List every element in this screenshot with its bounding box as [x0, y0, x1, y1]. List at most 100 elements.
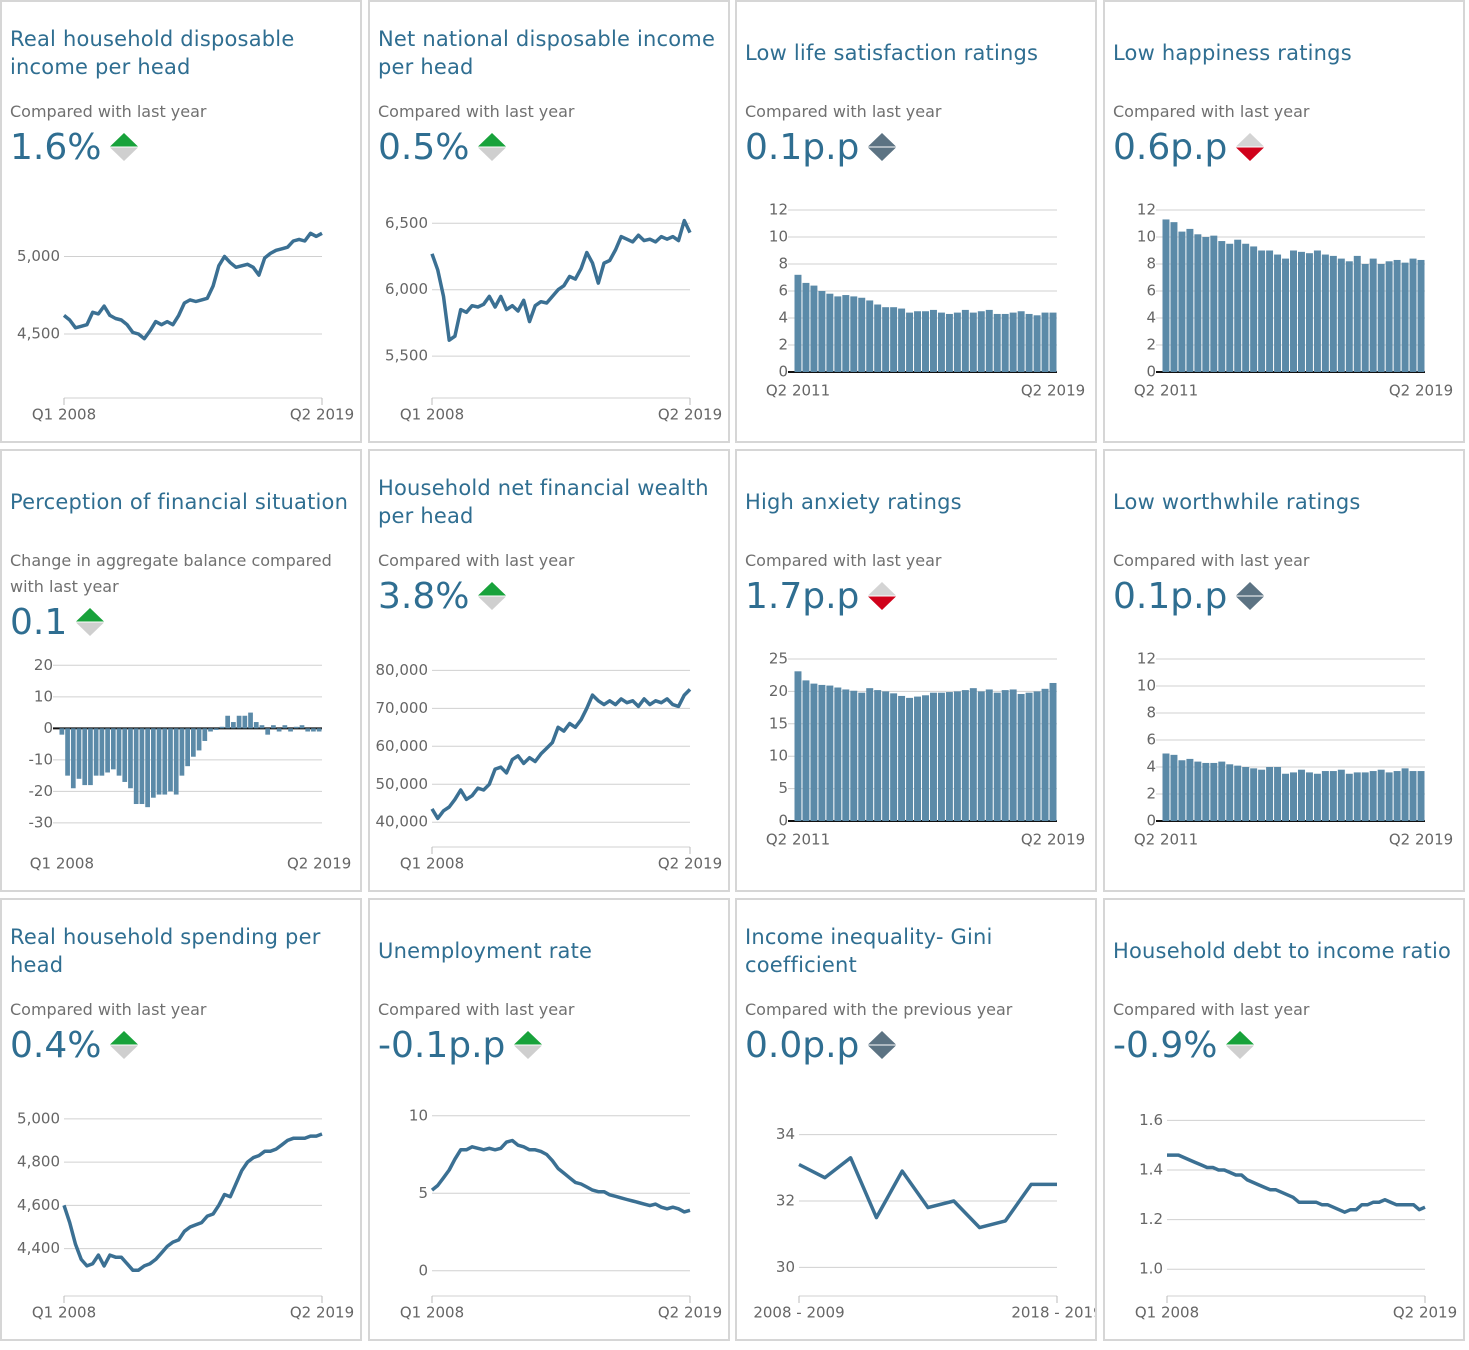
indicator-up	[1236, 133, 1265, 147]
bar	[145, 728, 150, 808]
card-header: Change in aggregate balance compared wit…	[10, 548, 354, 644]
bar	[1210, 235, 1218, 372]
card-title: Low worthwhile ratings	[1113, 490, 1361, 514]
x-tick-label: Q1 2008	[30, 855, 94, 873]
bar	[231, 722, 236, 729]
bar	[794, 671, 802, 821]
indicator-up	[478, 133, 507, 147]
bar	[1178, 760, 1186, 821]
bar	[961, 690, 969, 821]
bar	[1290, 250, 1297, 372]
bar	[248, 712, 253, 729]
y-tick-label: 6	[1146, 731, 1156, 749]
headline: 0.1	[10, 600, 354, 644]
indicator-up	[110, 133, 139, 147]
y-tick-label: 6,000	[385, 280, 428, 298]
bar	[1218, 761, 1226, 821]
bar	[1170, 754, 1178, 821]
y-tick-label: 1.4	[1139, 1161, 1163, 1179]
x-tick-label: Q1 2008	[32, 1304, 96, 1322]
x-tick-label: Q2 2019	[1389, 831, 1453, 849]
bar	[794, 274, 802, 372]
change-indicator	[110, 133, 139, 161]
change-indicator	[1236, 582, 1265, 610]
bar	[1393, 259, 1401, 372]
chart: 4,400 4,600 4,800 5,000 Q1 2008 Q2 2019	[17, 1109, 354, 1322]
bar	[1025, 692, 1033, 821]
bar	[985, 689, 993, 821]
headline-value: -0.1p.p	[378, 1024, 506, 1066]
y-tick-label: 0	[1146, 812, 1156, 830]
y-tick-label: 2	[1146, 336, 1156, 354]
y-tick-label: 10	[769, 747, 788, 765]
bar	[1041, 312, 1049, 372]
bar	[1409, 258, 1417, 372]
bar	[1234, 765, 1242, 821]
headline-value: 0.5%	[378, 126, 470, 168]
y-tick-label: -30	[29, 813, 54, 831]
bar	[914, 311, 922, 372]
bar	[265, 728, 271, 735]
bar	[128, 728, 133, 789]
y-tick-label: 4,800	[17, 1153, 60, 1171]
change-indicator	[478, 582, 507, 610]
bar	[810, 683, 818, 821]
y-tick-label: 0	[43, 719, 53, 737]
bar	[311, 728, 316, 732]
bar	[977, 311, 985, 372]
y-tick-label: 32	[776, 1192, 795, 1210]
bar	[1369, 771, 1377, 821]
bar	[882, 307, 890, 372]
indicator-down	[478, 596, 507, 610]
bar	[826, 685, 834, 821]
bar	[906, 697, 914, 821]
card-header: Compared with last year 0.1p.p	[1113, 548, 1457, 618]
chart: 0 2 4 6 8 10 12 Q2 2011 Q2 2019	[766, 201, 1085, 400]
bar	[1242, 243, 1250, 372]
bar	[1001, 690, 1009, 821]
headline-value: 3.8%	[378, 575, 470, 617]
y-tick-label: -10	[29, 750, 54, 768]
y-tick-label: 10	[1137, 228, 1156, 246]
headline: 0.1p.p	[745, 125, 1089, 169]
bar	[826, 293, 834, 372]
bar	[1361, 772, 1369, 821]
subtitle: Compared with last year	[1113, 102, 1310, 121]
line	[798, 1156, 1057, 1230]
indicator-up	[868, 133, 897, 147]
y-tick-label: 15	[769, 714, 788, 732]
card: Income inequality- Gini coefficient Compa…	[735, 898, 1097, 1341]
card-header: Compared with last year 0.4%	[10, 997, 354, 1067]
bar	[1017, 311, 1025, 372]
bar	[219, 726, 225, 729]
headline: 0.5%	[378, 125, 722, 169]
y-tick-label: 12	[1137, 650, 1156, 668]
bar	[1401, 768, 1409, 821]
bar	[1377, 769, 1385, 821]
card-title: Income inequality- Gini coefficient	[745, 925, 993, 977]
bar	[922, 695, 929, 821]
bar	[299, 725, 305, 729]
card-title: High anxiety ratings	[745, 490, 962, 514]
card: Real household spending per head Compared…	[0, 898, 362, 1341]
card-header: Compared with last year 1.7p.p	[745, 548, 1089, 618]
bar	[1313, 250, 1321, 372]
x-tick-label: Q2 2019	[1021, 382, 1085, 400]
bar	[890, 307, 898, 372]
bar	[1009, 312, 1017, 372]
bar	[850, 690, 858, 821]
line	[1167, 1153, 1426, 1214]
bar	[242, 715, 248, 729]
bar	[818, 291, 826, 372]
bar	[93, 728, 99, 776]
y-tick-label: 5	[778, 779, 788, 797]
indicator-up	[478, 582, 507, 596]
bar	[162, 728, 168, 795]
y-tick-label: 1.6	[1139, 1111, 1163, 1129]
bar	[1385, 261, 1393, 372]
headline: 3.8%	[378, 574, 722, 618]
card: Low happiness ratings Compared with last …	[1103, 0, 1465, 443]
y-tick-label: 50,000	[376, 775, 429, 793]
x-tick-label: Q2 2019	[287, 855, 351, 873]
change-indicator	[868, 582, 897, 610]
